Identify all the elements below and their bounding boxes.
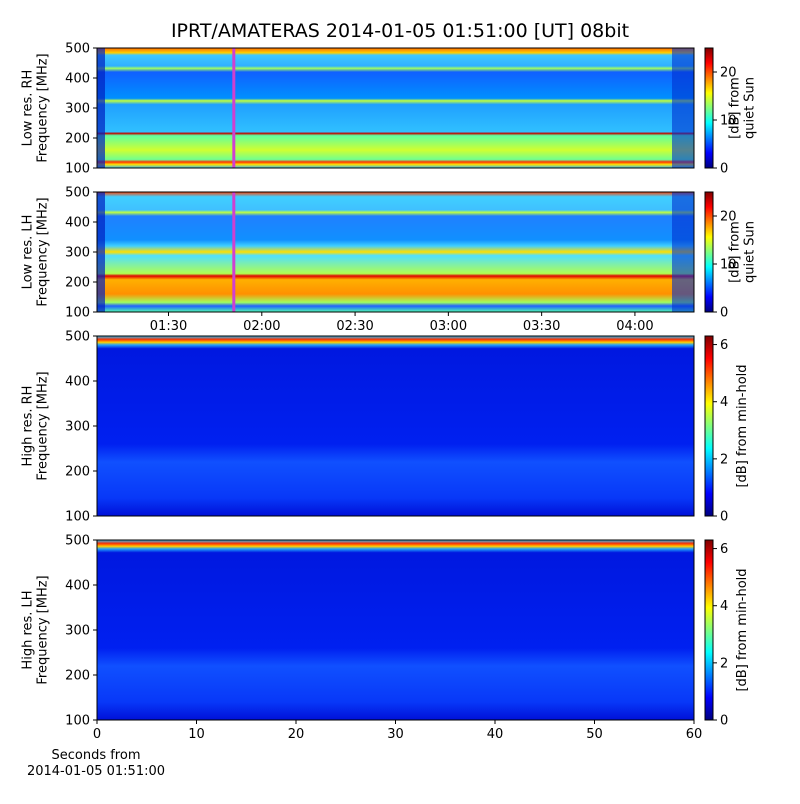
y-tick-label: 400 bbox=[65, 72, 90, 87]
y-tick-label: 100 bbox=[65, 714, 90, 729]
x-tick-label: 30 bbox=[387, 727, 404, 742]
colorbar-tick-label: 4 bbox=[720, 395, 728, 410]
colorbar-label: quiet Sun bbox=[743, 221, 758, 283]
y-tick-label: 500 bbox=[65, 186, 90, 201]
colorbar bbox=[704, 335, 714, 517]
colorbar-label: [dB] from bbox=[728, 221, 743, 283]
y-tick-label: 200 bbox=[65, 465, 90, 480]
spectrogram bbox=[97, 540, 694, 720]
colorbar-tick-label: 10 bbox=[720, 114, 737, 129]
colorbar-tick-label: 0 bbox=[720, 306, 728, 321]
colorbar-tick-label: 2 bbox=[720, 656, 728, 671]
colorbar-tick-label: 10 bbox=[720, 258, 737, 273]
y-tick-label: 500 bbox=[65, 330, 90, 345]
y-axis-label: Low res. RH bbox=[21, 70, 36, 147]
data-gap bbox=[672, 48, 694, 168]
spectrogram bbox=[97, 192, 694, 312]
colorbar-label: [dB] from min-hold bbox=[735, 364, 750, 487]
y-tick-label: 100 bbox=[65, 510, 90, 525]
x-tick-label: 03:30 bbox=[523, 319, 560, 334]
x-tick-label: 04:00 bbox=[616, 319, 653, 334]
y-tick-label: 200 bbox=[65, 132, 90, 147]
y-tick-label: 300 bbox=[65, 420, 90, 435]
colorbar-tick-label: 20 bbox=[720, 66, 737, 81]
x-tick-label: 50 bbox=[586, 727, 603, 742]
y-tick-label: 300 bbox=[65, 246, 90, 261]
colorbar-tick-label: 2 bbox=[720, 452, 728, 467]
x-tick-label: 10 bbox=[188, 727, 205, 742]
x-tick-label: 20 bbox=[288, 727, 305, 742]
y-tick-label: 100 bbox=[65, 306, 90, 321]
x-axis-label: 2014-01-05 01:51:00 bbox=[27, 764, 165, 779]
colorbar-label: [dB] from bbox=[728, 77, 743, 139]
x-tick-label: 02:00 bbox=[243, 319, 280, 334]
y-tick-label: 300 bbox=[65, 624, 90, 639]
x-tick-label: 03:00 bbox=[430, 319, 467, 334]
y-axis-label: Low res. LH bbox=[21, 215, 36, 290]
y-axis-label: Frequency [MHz] bbox=[36, 575, 51, 684]
data-gap bbox=[97, 48, 105, 168]
colorbar-tick-label: 0 bbox=[720, 714, 728, 729]
colorbar-label: quiet Sun bbox=[743, 77, 758, 139]
chart-title: IPRT/AMATERAS 2014-01-05 01:51:00 [UT] 0… bbox=[171, 20, 629, 42]
y-tick-label: 400 bbox=[65, 216, 90, 231]
colorbar-tick-label: 0 bbox=[720, 510, 728, 525]
spectrogram bbox=[97, 48, 694, 168]
y-tick-label: 300 bbox=[65, 102, 90, 117]
colorbar bbox=[704, 47, 714, 169]
y-tick-label: 100 bbox=[65, 162, 90, 177]
colorbar-tick-label: 6 bbox=[720, 338, 728, 353]
colorbar-label: [dB] from min-hold bbox=[735, 568, 750, 691]
x-tick-label: 0 bbox=[93, 727, 101, 742]
y-tick-label: 200 bbox=[65, 276, 90, 291]
y-axis-label: High res. LH bbox=[21, 590, 36, 669]
x-tick-label: 01:30 bbox=[150, 319, 187, 334]
spectrogram bbox=[97, 336, 694, 516]
data-gap bbox=[97, 192, 105, 312]
y-axis-label: Frequency [MHz] bbox=[36, 53, 51, 162]
colorbar bbox=[704, 539, 714, 721]
y-tick-label: 500 bbox=[65, 42, 90, 57]
y-axis-label: Frequency [MHz] bbox=[36, 197, 51, 306]
colorbar-tick-label: 0 bbox=[720, 162, 728, 177]
x-tick-label: 60 bbox=[686, 727, 703, 742]
x-tick-label: 40 bbox=[487, 727, 504, 742]
y-tick-label: 500 bbox=[65, 534, 90, 549]
x-tick-label: 02:30 bbox=[336, 319, 373, 334]
y-axis-label: Frequency [MHz] bbox=[36, 371, 51, 480]
colorbar-tick-label: 20 bbox=[720, 210, 737, 225]
y-tick-label: 200 bbox=[65, 669, 90, 684]
data-gap bbox=[672, 192, 694, 312]
colorbar-tick-label: 6 bbox=[720, 542, 728, 557]
y-tick-label: 400 bbox=[65, 375, 90, 390]
y-tick-label: 400 bbox=[65, 579, 90, 594]
y-axis-label: High res. RH bbox=[21, 386, 36, 467]
colorbar-tick-label: 4 bbox=[720, 599, 728, 614]
x-axis-label: Seconds from bbox=[51, 748, 140, 763]
colorbar bbox=[704, 191, 714, 313]
